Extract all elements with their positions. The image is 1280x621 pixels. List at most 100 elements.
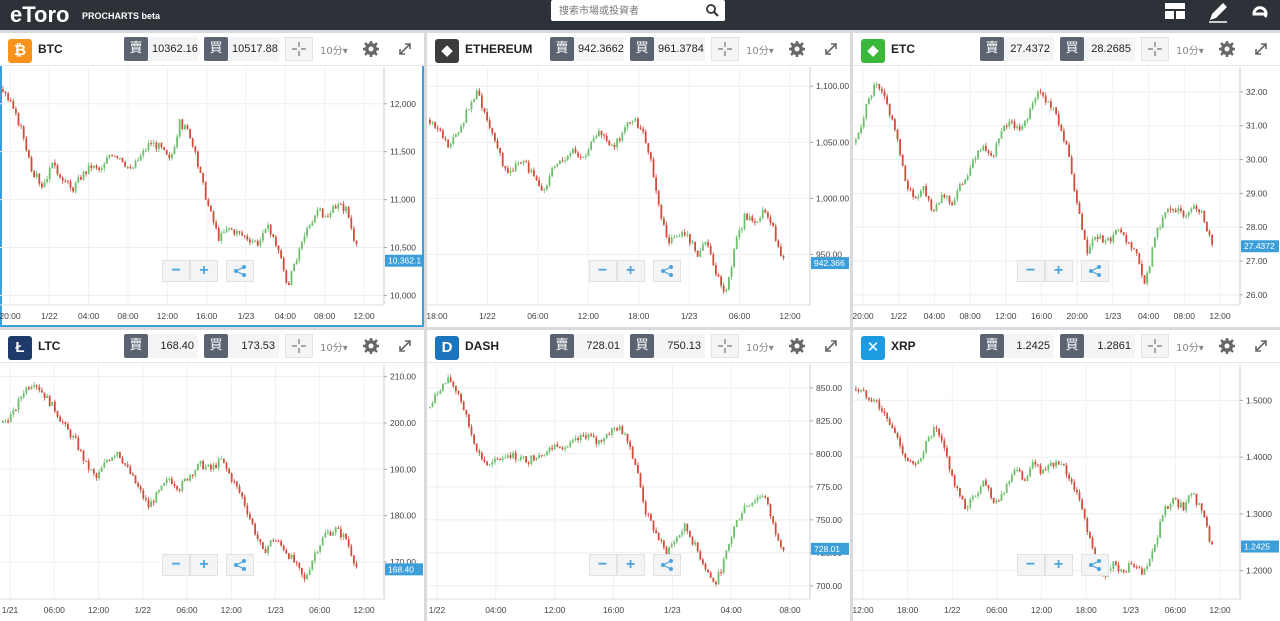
chart-panel-etc[interactable]: ◆ ETC 賣 27.4372 買 28.2685 10分▾ bbox=[853, 33, 1280, 327]
buy-price[interactable]: 28.2685 bbox=[1084, 37, 1135, 61]
pencil-icon[interactable] bbox=[1206, 0, 1230, 24]
gear-icon[interactable] bbox=[362, 337, 380, 355]
sell-button[interactable]: 賣 bbox=[124, 37, 148, 61]
chart-panel-ltc[interactable]: Ł LTC 賣 168.40 買 173.53 10分▾ bbox=[0, 330, 424, 621]
buy-price[interactable]: 1.2861 bbox=[1084, 334, 1135, 358]
candle-body bbox=[663, 218, 665, 225]
expand-icon[interactable] bbox=[1252, 40, 1270, 58]
sell-button[interactable]: 賣 bbox=[980, 37, 1004, 61]
candle-body bbox=[577, 438, 579, 441]
price-chart[interactable]: 1.5000 1.4000 1.3000 1.2000 12:00 18:00 1/22 06… bbox=[853, 364, 1280, 621]
interval-dropdown[interactable]: 10分▾ bbox=[320, 42, 348, 57]
zoom-in-button[interactable]: + bbox=[190, 260, 218, 282]
zoom-out-button[interactable]: − bbox=[588, 554, 617, 576]
chart-panel-ethereum[interactable]: ◆ ETHEREUM 賣 942.3662 買 961.3784 10分▾ bbox=[427, 33, 850, 327]
expand-icon[interactable] bbox=[1252, 337, 1270, 355]
sell-price[interactable]: 728.01 bbox=[574, 334, 624, 358]
search-box[interactable] bbox=[551, 0, 725, 21]
expand-icon[interactable] bbox=[822, 337, 840, 355]
crosshair-button[interactable] bbox=[711, 334, 739, 358]
sell-price[interactable]: 1.2425 bbox=[1004, 334, 1054, 358]
y-tick-label: 750.00 bbox=[816, 515, 842, 525]
share-button[interactable] bbox=[652, 554, 681, 576]
buy-button[interactable]: 買 bbox=[204, 334, 228, 358]
interval-dropdown[interactable]: 10分▾ bbox=[746, 339, 774, 354]
sell-button[interactable]: 賣 bbox=[980, 334, 1004, 358]
price-chart[interactable]: 210.00 200.00 190.00 180.00 170.00 1/21 06:00 1… bbox=[0, 364, 424, 621]
buy-button[interactable]: 買 bbox=[630, 37, 654, 61]
crosshair-button[interactable] bbox=[285, 37, 313, 61]
share-button[interactable] bbox=[1080, 260, 1109, 282]
share-button[interactable] bbox=[1080, 554, 1109, 576]
candle-body bbox=[124, 162, 126, 167]
buy-button[interactable]: 買 bbox=[630, 334, 654, 358]
instrument-name[interactable]: ETHEREUM bbox=[465, 42, 533, 56]
instrument-name[interactable]: XRP bbox=[891, 339, 916, 353]
instrument-name[interactable]: DASH bbox=[465, 339, 500, 353]
zoom-out-button[interactable]: − bbox=[588, 260, 617, 282]
buy-button[interactable]: 買 bbox=[204, 37, 228, 61]
zoom-in-button[interactable]: + bbox=[616, 554, 645, 576]
buy-button[interactable]: 買 bbox=[1060, 37, 1084, 61]
candle-body bbox=[637, 118, 639, 128]
search-input[interactable] bbox=[559, 4, 699, 18]
zoom-out-button[interactable]: − bbox=[1016, 554, 1045, 576]
sell-button[interactable]: 賣 bbox=[550, 37, 574, 61]
interval-dropdown[interactable]: 10分▾ bbox=[1176, 339, 1204, 354]
interval-dropdown[interactable]: 10分▾ bbox=[1176, 42, 1204, 57]
share-button[interactable] bbox=[226, 554, 254, 576]
expand-icon[interactable] bbox=[396, 337, 414, 355]
sell-button[interactable]: 賣 bbox=[124, 334, 148, 358]
sell-price[interactable]: 10362.16 bbox=[148, 37, 198, 61]
interval-dropdown[interactable]: 10分▾ bbox=[320, 339, 348, 354]
gear-icon[interactable] bbox=[788, 337, 806, 355]
sell-price[interactable]: 942.3662 bbox=[574, 37, 624, 61]
gear-icon[interactable] bbox=[1218, 40, 1236, 58]
chart-panel-xrp[interactable]: ✕ XRP 賣 1.2425 買 1.2861 10分▾ bbox=[853, 330, 1280, 621]
buy-price[interactable]: 173.53 bbox=[228, 334, 279, 358]
zoom-in-button[interactable]: + bbox=[616, 260, 645, 282]
zoom-in-button[interactable]: + bbox=[1044, 260, 1073, 282]
candle-body bbox=[862, 118, 865, 128]
etoro-logo[interactable]: eToro bbox=[10, 2, 70, 27]
zoom-out-button[interactable]: − bbox=[1016, 260, 1045, 282]
zoom-out-button[interactable]: − bbox=[162, 554, 190, 576]
share-button[interactable] bbox=[652, 260, 681, 282]
sell-price[interactable]: 27.4372 bbox=[1004, 37, 1054, 61]
buy-price[interactable]: 961.3784 bbox=[654, 37, 705, 61]
instrument-name[interactable]: BTC bbox=[38, 42, 63, 56]
expand-icon[interactable] bbox=[396, 40, 414, 58]
zoom-in-button[interactable]: + bbox=[1044, 554, 1073, 576]
buy-price[interactable]: 750.13 bbox=[654, 334, 705, 358]
candle-body bbox=[46, 179, 48, 183]
gear-icon[interactable] bbox=[1218, 337, 1236, 355]
share-button[interactable] bbox=[226, 260, 254, 282]
crosshair-button[interactable] bbox=[1141, 334, 1169, 358]
instrument-name[interactable]: LTC bbox=[38, 339, 61, 353]
crosshair-button[interactable] bbox=[711, 37, 739, 61]
chart-panel-btc[interactable]: ₿ BTC 賣 10362.16 買 10517.88 10分▾ bbox=[0, 33, 424, 327]
price-chart[interactable]: 1,100.00 1,050.00 1,000.00 950.00 18:00 1/22 0… bbox=[427, 67, 850, 327]
etoro-e-icon[interactable] bbox=[1248, 0, 1272, 24]
price-chart[interactable]: 12,000 11,500 11,000 10,500 10,000 20:00 1/22 0… bbox=[0, 67, 424, 327]
zoom-in-button[interactable]: + bbox=[190, 554, 218, 576]
candle-body bbox=[598, 440, 600, 444]
sell-price[interactable]: 168.40 bbox=[148, 334, 198, 358]
price-chart[interactable]: 850.00825.00800.00775.00750.00725.00700.… bbox=[427, 364, 850, 621]
gear-icon[interactable] bbox=[362, 40, 380, 58]
expand-icon[interactable] bbox=[822, 40, 840, 58]
chart-panel-dash[interactable]: D DASH 賣 728.01 買 750.13 10分▾ bbox=[427, 330, 850, 621]
crosshair-button[interactable] bbox=[285, 334, 313, 358]
layout-icon[interactable] bbox=[1163, 0, 1187, 24]
gear-icon[interactable] bbox=[788, 40, 806, 58]
price-chart[interactable]: 32.00 31.00 30.00 29.00 28.00 27.00 26.00 20:00… bbox=[853, 67, 1280, 327]
interval-dropdown[interactable]: 10分▾ bbox=[746, 42, 774, 57]
buy-price[interactable]: 10517.88 bbox=[228, 37, 279, 61]
search-icon[interactable] bbox=[705, 3, 719, 17]
buy-button[interactable]: 買 bbox=[1060, 334, 1084, 358]
instrument-name[interactable]: ETC bbox=[891, 42, 915, 56]
candle-body bbox=[709, 572, 712, 578]
zoom-out-button[interactable]: − bbox=[162, 260, 190, 282]
sell-button[interactable]: 賣 bbox=[550, 334, 574, 358]
crosshair-button[interactable] bbox=[1141, 37, 1169, 61]
